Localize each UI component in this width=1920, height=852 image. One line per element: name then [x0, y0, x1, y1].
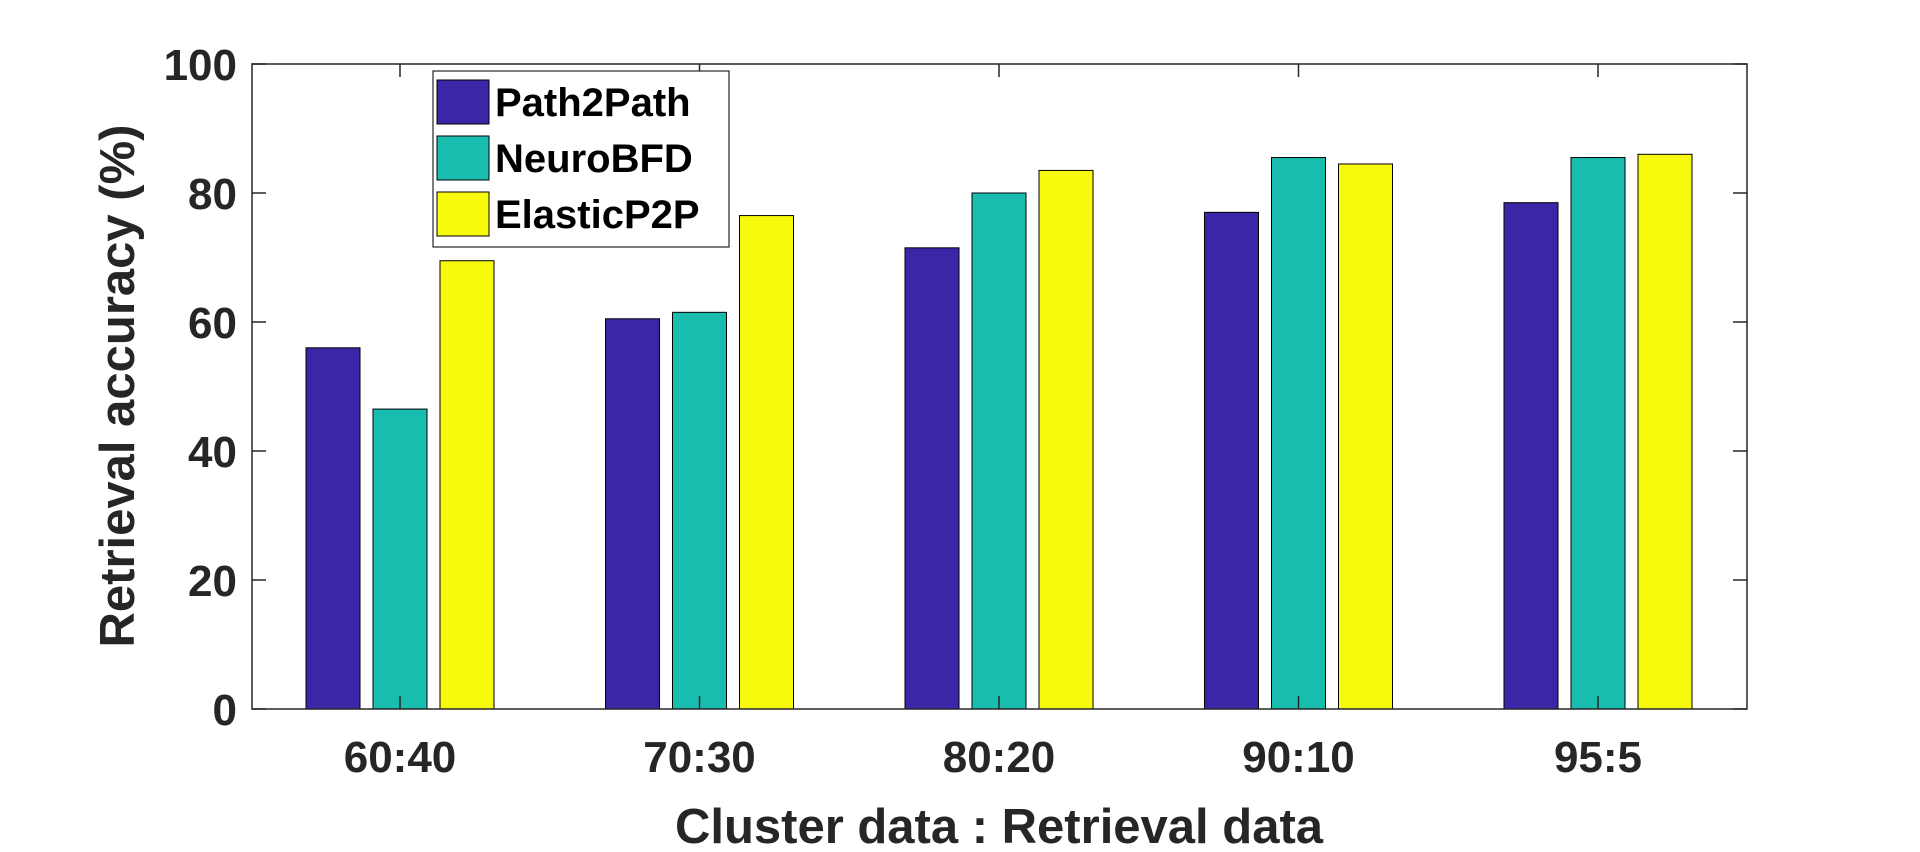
bar-elasticp2p-70-30 [739, 215, 794, 710]
y-tick-label: 20 [188, 557, 237, 606]
y-tick-label: 0 [213, 686, 237, 735]
x-axis-title: Cluster data : Retrieval data [675, 800, 1324, 852]
bar-elasticp2p-95-5 [1637, 153, 1693, 710]
legend-label-neurobfd: NeuroBFD [495, 137, 693, 181]
x-tick-label: 90:10 [1242, 733, 1355, 782]
bar-neurobfd-70-30 [672, 311, 727, 710]
legend: Path2Path NeuroBFD ElasticP2P [432, 70, 730, 248]
x-tick-label: 70:30 [643, 733, 756, 782]
legend-label-path2path: Path2Path [495, 81, 691, 125]
bar-neurobfd-80-20 [971, 192, 1027, 710]
legend-label-elasticp2p: ElasticP2P [495, 193, 700, 237]
bar-elasticp2p-80-20 [1038, 169, 1094, 710]
x-tick-label: 80:20 [943, 733, 1056, 782]
legend-swatch-path2path [436, 79, 490, 125]
y-tick-label: 40 [188, 428, 237, 477]
bar-path2path-70-30 [605, 318, 660, 710]
bar-path2path-90-10 [1204, 211, 1259, 710]
bar-neurobfd-60-40 [372, 408, 428, 710]
legend-swatch-neurobfd [436, 135, 490, 181]
y-tick-label: 60 [188, 299, 237, 348]
y-axis-title: Retrieval accuracy (%) [91, 125, 145, 648]
x-tick-labels: 60:40 70:30 80:20 90:10 95:5 [344, 733, 1642, 782]
y-tick-label: 100 [164, 41, 237, 90]
y-tick-labels: 0 20 40 60 80 100 [164, 41, 237, 735]
bar-elasticp2p-60-40 [439, 260, 495, 710]
bar-path2path-80-20 [904, 247, 960, 710]
x-tick-label: 95:5 [1554, 733, 1642, 782]
legend-swatch-elasticp2p [436, 191, 490, 237]
bar-path2path-60-40 [305, 347, 361, 710]
bar-path2path-95-5 [1503, 202, 1559, 710]
bar-elasticp2p-90-10 [1338, 163, 1393, 710]
bars-group [305, 153, 1693, 710]
plot-frame [251, 63, 1748, 710]
bar-neurobfd-90-10 [1271, 157, 1326, 710]
y-tick-label: 80 [188, 170, 237, 219]
bar-neurobfd-95-5 [1570, 157, 1626, 710]
x-tick-label: 60:40 [344, 733, 457, 782]
